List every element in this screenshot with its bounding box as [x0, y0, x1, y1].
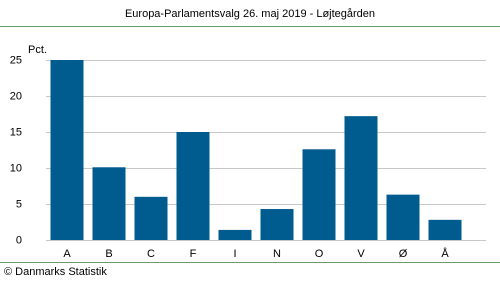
bar	[260, 209, 294, 240]
x-tick-label: Ø	[399, 248, 408, 260]
x-tick-label: I	[233, 248, 236, 260]
x-tick-label: A	[63, 248, 71, 260]
bar	[218, 229, 252, 240]
bar	[50, 60, 84, 240]
bar	[386, 194, 420, 240]
x-tick-label: N	[273, 248, 281, 260]
source: © Danmarks Statistik	[4, 266, 107, 278]
chart-title: Europa-Parlamentsvalg 26. maj 2019 - Løj…	[125, 8, 375, 20]
x-tick-label: B	[105, 248, 112, 260]
y-axis-label: Pct.	[28, 44, 47, 56]
y-tick-label: 15	[10, 126, 22, 138]
bar	[176, 132, 210, 240]
bar	[428, 219, 462, 240]
bar	[134, 196, 168, 240]
bar	[92, 167, 126, 240]
y-tick-label: 10	[10, 162, 22, 174]
x-tick-label: O	[315, 248, 324, 260]
y-tick-label: 20	[10, 90, 22, 102]
x-tick-label: Å	[441, 247, 449, 260]
y-tick-label: 0	[16, 234, 22, 246]
bar	[344, 116, 378, 240]
x-tick-label: F	[190, 248, 197, 260]
y-tick-label: 25	[10, 54, 22, 66]
y-tick-label: 5	[16, 198, 22, 210]
x-tick-label: C	[147, 248, 155, 260]
bar	[302, 149, 336, 240]
x-tick-label: V	[357, 248, 365, 260]
